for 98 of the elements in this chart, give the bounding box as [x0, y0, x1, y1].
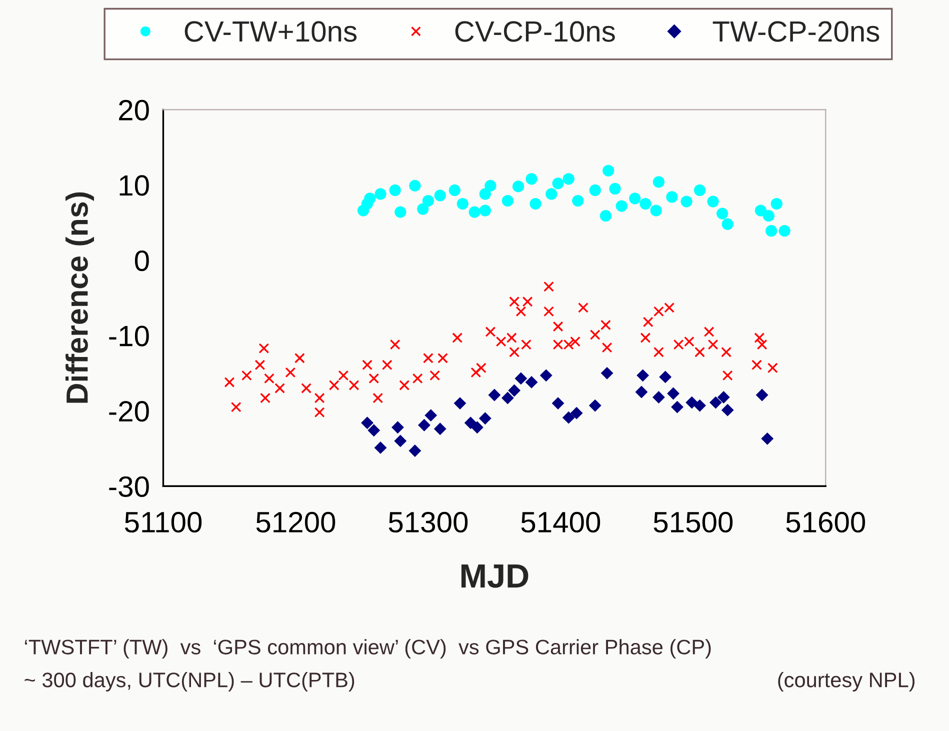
point [434, 422, 446, 436]
point [722, 218, 734, 230]
point [456, 198, 468, 210]
x-axis-title: MJD [461, 564, 528, 588]
text: (courtesy NPL) [778, 672, 914, 692]
point [572, 194, 584, 207]
point [479, 204, 491, 216]
y-tick-label: -10 [109, 326, 149, 346]
point [640, 198, 652, 210]
point [754, 204, 767, 216]
point [501, 392, 514, 404]
point [514, 372, 528, 385]
legend-label: TW-CP-20ns [712, 21, 880, 42]
point [552, 397, 564, 410]
x-tick-label: 51400 [521, 512, 600, 533]
point [770, 198, 782, 210]
x-tick-label: 51200 [256, 512, 336, 533]
point [530, 198, 542, 210]
point [717, 391, 730, 404]
point [588, 399, 602, 412]
point [629, 192, 641, 204]
point [448, 184, 460, 196]
x-tick-label: 51500 [654, 512, 733, 533]
point [468, 206, 480, 218]
point [652, 176, 665, 188]
point [667, 387, 680, 400]
point [374, 442, 387, 454]
y-tick-label: -20 [109, 401, 149, 422]
point [488, 388, 501, 402]
point [424, 409, 438, 422]
point [409, 180, 421, 192]
point [389, 184, 401, 196]
y-tick-label: 0 [134, 250, 149, 272]
point [694, 399, 706, 412]
point [364, 192, 376, 204]
point [762, 210, 774, 222]
point [408, 444, 422, 457]
point [671, 400, 684, 414]
point [635, 386, 648, 398]
point [600, 210, 612, 222]
point [454, 397, 466, 410]
point [418, 418, 430, 432]
point [650, 204, 662, 216]
x-tick-label: 51600 [786, 512, 866, 533]
y-axis-title: Difference (ns) [66, 192, 94, 403]
point [709, 396, 722, 409]
point [589, 184, 601, 196]
point [562, 411, 575, 424]
text: ‘TWSTFT’ (TW) vs ‘GPS common view’ (CV) vs GPS Carrier Phase (CP) [25, 639, 711, 659]
point [484, 180, 496, 192]
point [761, 432, 774, 445]
point [636, 369, 650, 382]
point [766, 225, 778, 237]
point [680, 196, 692, 208]
point [394, 434, 407, 448]
point [778, 225, 790, 237]
point [470, 421, 484, 434]
point [361, 416, 374, 430]
point [417, 203, 429, 215]
point [721, 404, 734, 416]
point [694, 184, 706, 196]
point [512, 180, 524, 192]
point [478, 412, 492, 425]
point [666, 191, 678, 203]
point [526, 173, 538, 185]
point [652, 391, 665, 404]
point [602, 164, 614, 176]
y-tick-label: -30 [109, 476, 149, 497]
y-tick-label: 20 [119, 100, 149, 121]
point [686, 396, 698, 409]
point [756, 388, 768, 402]
point [392, 421, 404, 434]
point [394, 206, 406, 218]
point [374, 188, 386, 200]
point [570, 406, 583, 420]
point [562, 173, 574, 185]
legend-label: CV-TW+10ns [184, 21, 357, 42]
point [508, 384, 521, 397]
text: ~ 300 days, UTC(NPL) – UTC(PTB) [24, 672, 354, 692]
point [659, 370, 672, 384]
point [616, 200, 628, 212]
point [552, 178, 564, 190]
point [525, 376, 538, 388]
point [609, 182, 621, 195]
point [502, 194, 514, 207]
point [479, 188, 491, 200]
point [546, 188, 558, 200]
point [368, 424, 380, 437]
x-tick-label: 51100 [124, 512, 202, 533]
legend-label: CV-CP-10ns [455, 21, 615, 42]
point [540, 369, 552, 382]
x-tick-label: 51300 [388, 512, 468, 533]
point [422, 194, 434, 207]
point [434, 190, 446, 202]
point [716, 208, 728, 220]
point [707, 196, 719, 208]
y-tick-label: 10 [120, 175, 149, 196]
point [600, 366, 614, 380]
